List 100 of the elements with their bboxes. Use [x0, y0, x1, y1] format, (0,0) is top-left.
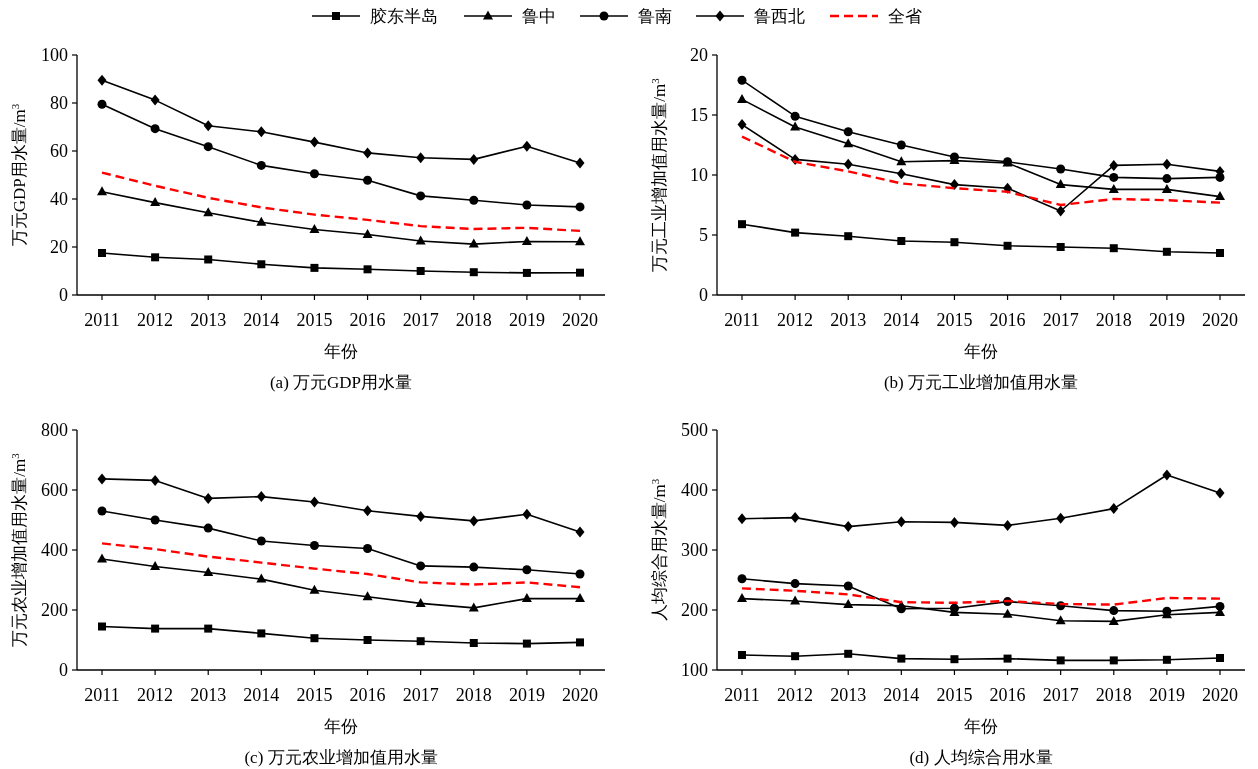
point — [1162, 158, 1172, 170]
point — [97, 99, 107, 109]
x-tick-label: 2015 — [936, 310, 973, 330]
point — [416, 191, 426, 201]
point — [896, 168, 906, 180]
y-tick-label: 300 — [681, 540, 708, 560]
point — [416, 561, 426, 571]
point — [256, 491, 266, 503]
point — [469, 639, 478, 647]
point — [415, 597, 426, 607]
x-tick-label: 2019 — [508, 310, 545, 330]
point — [522, 200, 532, 210]
x-tick-label: 2011 — [724, 685, 760, 705]
point — [737, 513, 747, 525]
point — [150, 474, 160, 486]
y-tick-label: 100 — [681, 660, 708, 680]
point — [844, 232, 853, 241]
point — [256, 216, 267, 226]
x-axis-title: 年份 — [324, 342, 358, 361]
point — [1056, 243, 1065, 251]
x-tick-label: 2013 — [830, 685, 867, 705]
point — [897, 654, 906, 663]
point — [896, 156, 907, 166]
point — [150, 515, 160, 525]
point — [310, 263, 319, 272]
x-axis-title: 年份 — [324, 717, 358, 736]
x-tick-label: 2020 — [1202, 685, 1238, 705]
point — [362, 591, 373, 601]
point — [468, 238, 479, 248]
point — [843, 599, 854, 609]
y-tick-label: 60 — [50, 141, 68, 161]
point — [97, 186, 107, 196]
y-tick-label: 500 — [681, 420, 708, 440]
line-series — [100, 542, 582, 589]
point — [257, 629, 266, 638]
point — [1109, 172, 1119, 182]
x-tick-label: 2015 — [296, 685, 333, 705]
point — [1056, 164, 1066, 174]
point — [1056, 656, 1065, 665]
point — [256, 126, 266, 138]
point — [738, 220, 746, 229]
x-tick-label: 2014 — [883, 310, 920, 330]
point — [363, 544, 373, 553]
point — [416, 152, 426, 164]
y-tick-label: 5 — [699, 225, 708, 245]
point — [1002, 608, 1013, 618]
y-tick-label: 200 — [41, 600, 68, 620]
point — [363, 265, 372, 274]
legend-label: 鲁西北 — [754, 7, 805, 26]
x-tick-label: 2012 — [137, 310, 174, 330]
legend-label: 鲁南 — [638, 7, 672, 26]
point — [949, 516, 959, 528]
y-tick-label: 20 — [50, 237, 68, 257]
point — [737, 574, 747, 584]
point — [150, 561, 161, 570]
point — [950, 238, 959, 247]
point — [949, 179, 959, 191]
x-tick-label: 2014 — [243, 685, 280, 705]
point — [1162, 469, 1172, 481]
x-tick-label: 2015 — [296, 310, 333, 330]
x-tick-label: 2020 — [1202, 310, 1238, 330]
point — [98, 249, 106, 257]
point — [1162, 247, 1171, 256]
point — [1216, 249, 1224, 257]
point — [576, 638, 584, 647]
point — [522, 565, 532, 575]
point — [844, 649, 853, 658]
point — [363, 175, 373, 185]
point — [309, 496, 319, 508]
x-tick-label: 2019 — [1148, 685, 1185, 705]
point — [791, 652, 800, 661]
point — [575, 526, 585, 538]
point — [522, 140, 532, 152]
y-tick-label: 80 — [50, 93, 68, 113]
point — [1216, 654, 1224, 662]
point — [416, 510, 426, 522]
y-tick-label: 15 — [690, 105, 708, 125]
x-tick-label: 2016 — [989, 685, 1026, 705]
point — [362, 229, 373, 239]
point — [97, 553, 107, 563]
point — [1056, 512, 1066, 524]
point — [203, 120, 213, 132]
x-tick-label: 2015 — [936, 685, 973, 705]
point — [738, 651, 746, 659]
text: (a) 万元GDP用水量 — [269, 373, 413, 392]
point — [151, 624, 160, 633]
point — [257, 260, 266, 269]
point — [521, 235, 532, 245]
point — [309, 541, 319, 550]
point — [151, 253, 160, 262]
point — [896, 604, 906, 614]
x-tick-label: 2017 — [1042, 310, 1079, 330]
y-tick-label: 100 — [41, 45, 68, 65]
point — [790, 121, 801, 131]
point — [150, 197, 161, 207]
x-tick-label: 2017 — [1042, 685, 1079, 705]
point — [416, 637, 425, 646]
point — [790, 111, 800, 121]
point — [204, 624, 213, 633]
point — [1109, 503, 1119, 515]
